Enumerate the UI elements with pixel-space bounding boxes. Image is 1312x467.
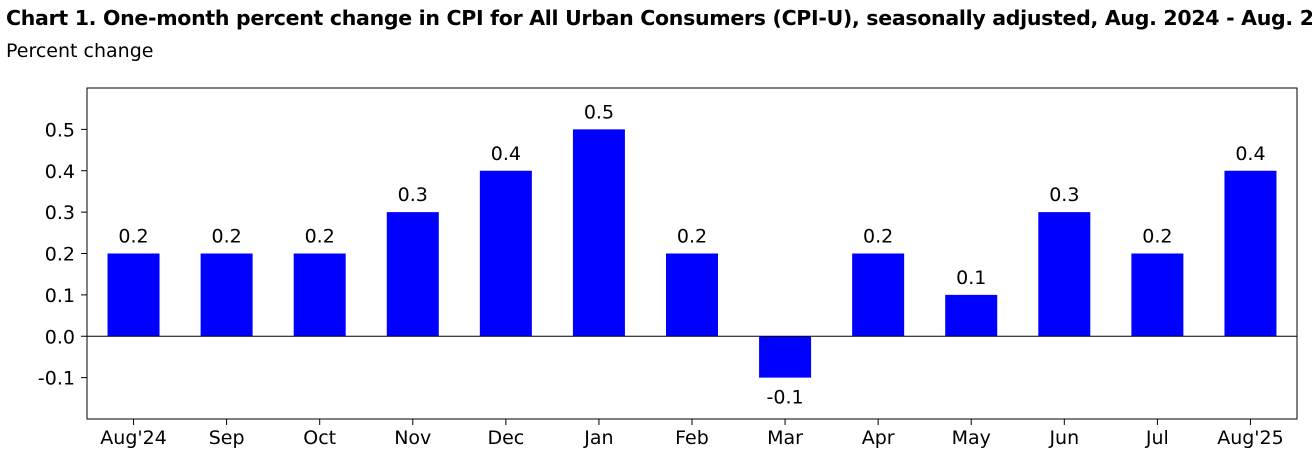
chart-subtitle: Percent change: [6, 40, 154, 62]
bar-data-label: 0.2: [118, 226, 148, 248]
x-category-label: Dec: [487, 427, 524, 449]
bar-data-label: 0.2: [677, 226, 707, 248]
bar: [1038, 212, 1091, 337]
bar: [1131, 253, 1184, 337]
x-category-label: Nov: [394, 427, 431, 449]
y-tick-label: 0.4: [45, 161, 75, 183]
y-tick-label: 0.3: [45, 202, 75, 224]
bar-data-label: 0.2: [1142, 226, 1172, 248]
x-category-label: Oct: [303, 427, 336, 449]
bar-data-label: 0.4: [491, 143, 521, 165]
x-category-label: Apr: [862, 427, 895, 449]
bar-data-label: 0.3: [398, 184, 428, 206]
y-tick-label: 0.5: [45, 119, 75, 141]
y-axis: -0.1 0.0 0.1 0.2 0.3 0.4 0.5: [38, 119, 87, 390]
y-tick-label: -0.1: [38, 368, 75, 390]
bar-data-label: 0.4: [1235, 143, 1265, 165]
x-axis: Aug'24 Sep Oct Nov Dec Jan Feb Mar Apr May Jun Jul A…: [100, 419, 1284, 449]
bar: [945, 294, 998, 337]
x-category-label: Sep: [209, 427, 245, 449]
x-category-label: Jul: [1145, 427, 1169, 449]
y-tick-label: 0.0: [45, 326, 75, 348]
bar-series: 0.2 0.2 0.2 0.3 0.4 0.5 0.2 -0.1 0.2 0.1 0.3 0.2 0.4: [107, 101, 1277, 409]
x-category-label: May: [952, 427, 991, 449]
bar: [666, 253, 718, 337]
bar: [1224, 170, 1277, 337]
bar: [293, 253, 346, 337]
x-category-label: Jun: [1048, 427, 1079, 449]
x-category-label: Mar: [767, 427, 803, 449]
bar-data-label: 0.1: [956, 267, 986, 289]
bar: [759, 336, 812, 378]
bar: [107, 253, 160, 337]
bar-data-label: 0.3: [1049, 184, 1079, 206]
y-tick-label: 0.1: [45, 285, 75, 307]
x-category-label: Feb: [675, 427, 709, 449]
x-category-label: Aug'24: [100, 427, 167, 449]
bar-data-label: 0.5: [584, 101, 614, 123]
bar: [572, 129, 625, 337]
bar: [386, 212, 439, 337]
bar-data-label: 0.2: [863, 226, 893, 248]
bar-data-label: 0.2: [212, 226, 242, 248]
bar: [200, 253, 253, 337]
y-tick-label: 0.2: [45, 244, 75, 266]
x-category-label: Jan: [583, 427, 613, 449]
bar-data-label: 0.2: [305, 226, 335, 248]
chart-title: Chart 1. One-month percent change in CPI…: [6, 6, 1312, 30]
bar: [479, 170, 532, 337]
bar-data-label: -0.1: [767, 387, 804, 409]
x-category-label: Aug'25: [1217, 427, 1284, 449]
bar: [852, 253, 905, 337]
